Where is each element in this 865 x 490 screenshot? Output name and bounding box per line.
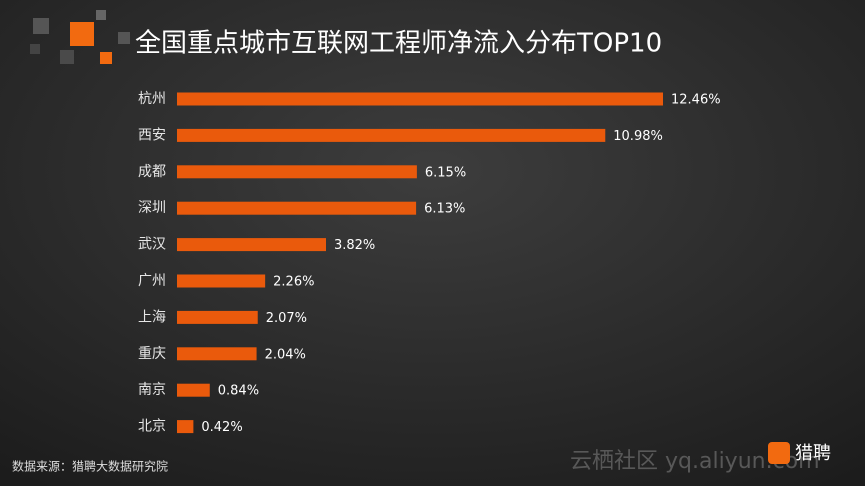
bar (177, 383, 210, 397)
bar (177, 274, 266, 288)
bar (177, 310, 258, 324)
bar (177, 420, 194, 434)
value-label: 0.42% (201, 420, 242, 435)
bar (177, 201, 417, 215)
category-label: 杭州 (138, 91, 166, 107)
category-label: 广州 (138, 273, 166, 289)
value-label: 6.15% (425, 165, 466, 180)
category-label: 深圳 (138, 200, 166, 216)
category-label: 武汉 (138, 237, 166, 253)
bar (177, 165, 417, 179)
decor-cubes (30, 10, 130, 64)
category-label: 西安 (138, 127, 166, 143)
category-label: 北京 (138, 419, 166, 435)
category-label: 成都 (138, 164, 166, 180)
value-label: 6.13% (424, 202, 465, 217)
value-label: 2.04% (265, 347, 306, 362)
bar (177, 92, 663, 106)
category-label: 重庆 (138, 346, 166, 362)
chart-title: 全国重点城市互联网工程师净流入分布TOP10 (135, 29, 662, 59)
bar (177, 347, 257, 361)
value-label: 2.07% (266, 311, 307, 326)
bar (177, 238, 326, 252)
logo-text: 猎聘 (795, 443, 831, 464)
value-label: 3.82% (334, 238, 375, 253)
value-label: 2.26% (273, 275, 314, 290)
logo-icon (768, 442, 790, 464)
value-label: 10.98% (613, 129, 663, 144)
category-label: 南京 (138, 382, 166, 398)
value-label: 0.84% (218, 384, 259, 399)
category-label: 上海 (138, 309, 166, 325)
source-note: 数据来源：猎聘大数据研究院 (12, 459, 168, 474)
value-label: 12.46% (671, 93, 721, 108)
bar (177, 128, 606, 142)
